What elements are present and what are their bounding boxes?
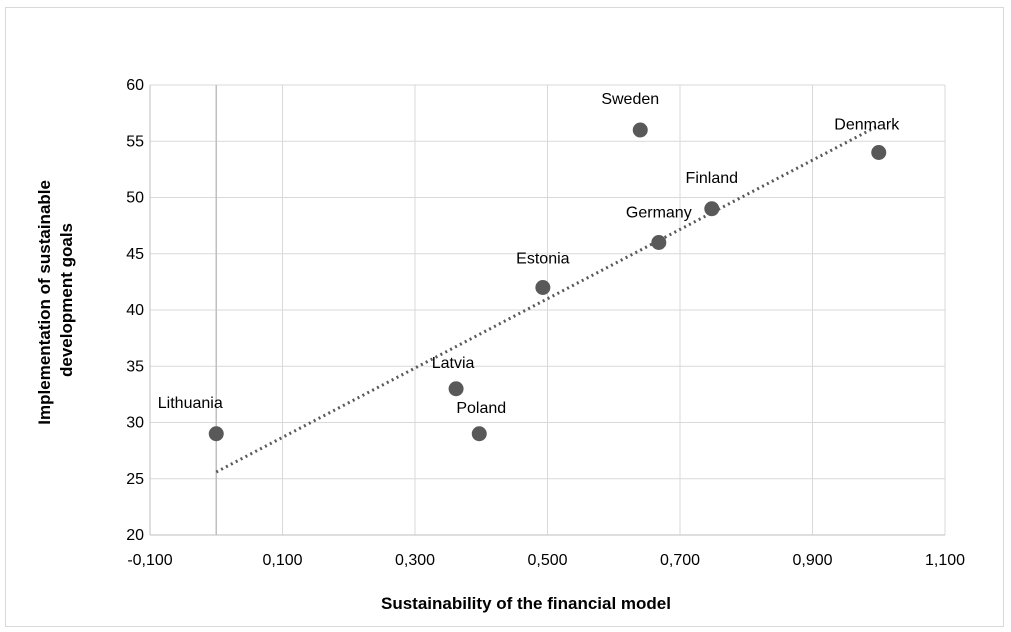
y-tick-label: 20 — [126, 527, 144, 544]
tick-labels: 20 25 30 35 40 45 50 55 60 -0,100 0,100 0,300 0,500 0… — [126, 77, 965, 569]
y-tick-label: 35 — [126, 358, 144, 375]
data-labels: Lithuania Latvia Poland Estonia Sweden German… — [158, 91, 900, 417]
data-point — [471, 426, 487, 442]
x-axis-title: Sustainability of the financial model — [381, 594, 671, 613]
data-label: Finland — [686, 170, 738, 187]
y-tick-label: 25 — [126, 471, 144, 488]
trendline-line — [215, 124, 880, 474]
data-point — [208, 426, 224, 442]
trendline — [215, 124, 880, 474]
y-tick-label: 45 — [126, 246, 144, 263]
data-point — [535, 280, 551, 295]
data-point — [871, 145, 887, 160]
data-point — [704, 201, 720, 217]
data-label: Sweden — [601, 91, 659, 108]
x-tick-label: 1,100 — [925, 552, 965, 569]
data-point — [651, 235, 667, 250]
axes — [149, 85, 945, 536]
x-tick-label: 0,500 — [527, 552, 567, 569]
chart-frame — [5, 7, 1004, 627]
y-tick-label: 30 — [126, 415, 144, 432]
data-label: Denmark — [834, 117, 900, 134]
x-tick-label: -0,100 — [127, 552, 172, 569]
x-tick-label: 0,100 — [262, 552, 302, 569]
y-axis-title-line-1: Implementation of sustainable — [35, 180, 54, 425]
y-tick-label: 50 — [126, 190, 144, 207]
x-tick-label: 0,300 — [395, 552, 435, 569]
y-tick-label: 55 — [126, 133, 144, 150]
data-point — [632, 122, 648, 138]
y-axis-title: Implementation of sustainable developmen… — [35, 175, 76, 424]
data-label: Lithuania — [158, 395, 223, 412]
grid-lines — [150, 84, 946, 535]
x-tick-label: 0,900 — [792, 552, 832, 569]
data-point — [448, 381, 464, 397]
y-tick-label: 60 — [126, 77, 144, 94]
y-axis-title-line-2: development goals — [57, 223, 76, 377]
data-label: Latvia — [432, 355, 475, 372]
data-points — [208, 122, 887, 442]
y-tick-label: 40 — [126, 302, 144, 319]
data-label: Germany — [626, 205, 692, 222]
data-label: Estonia — [516, 251, 569, 268]
x-tick-label: 0,700 — [660, 552, 700, 569]
data-label: Poland — [456, 400, 506, 417]
